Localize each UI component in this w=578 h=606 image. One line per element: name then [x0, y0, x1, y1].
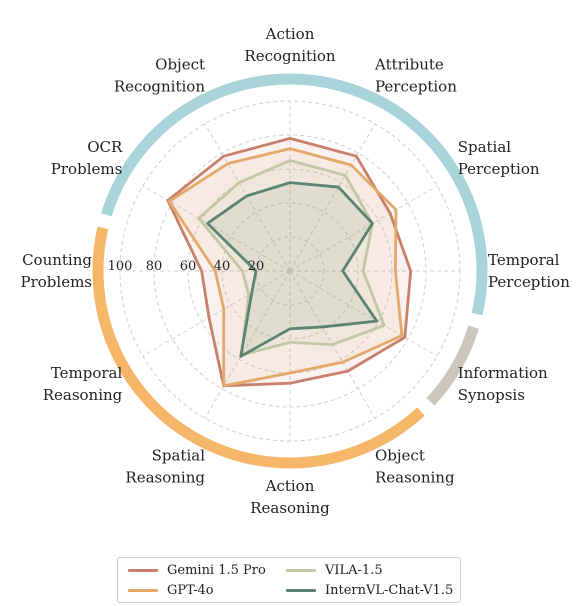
tick-label-20: 20	[248, 259, 265, 274]
legend-label: VILA-1.5	[325, 563, 383, 578]
category-bands	[92, 73, 488, 469]
series-line-3	[206, 181, 379, 358]
legend-item-series-1: GPT-4o	[128, 583, 214, 598]
tick-label-100: 100	[108, 259, 133, 274]
legend-swatch	[286, 569, 316, 572]
grid-spoke-7	[204, 270, 291, 419]
axis-label-6: Action Reasoning	[250, 477, 330, 517]
legend-item-series-0: Gemini 1.5 Pro	[128, 563, 266, 578]
axis-label-9: Counting Problems	[21, 251, 93, 291]
axis-label-line: Synopsis	[458, 386, 525, 404]
axis-label-line: Reasoning	[375, 469, 455, 487]
category-band-0	[101, 73, 488, 316]
axis-label-line: Recognition	[244, 47, 336, 65]
axis-label-line: Problems	[21, 273, 93, 291]
legend-swatch	[128, 569, 158, 572]
legend-label: InternVL-Chat-V1.5	[325, 583, 454, 598]
legend-item-series-3: InternVL-Chat-V1.5	[286, 583, 453, 598]
category-band-1	[426, 325, 479, 406]
series-line-0	[166, 136, 413, 388]
axis-label-line: Information	[458, 364, 548, 382]
series-fill-3	[207, 182, 377, 357]
grid-spoke-8	[142, 270, 291, 357]
tick-label-60: 60	[180, 259, 197, 274]
axis-label-line: Action	[265, 25, 315, 43]
axis-label-line: Temporal	[51, 364, 123, 382]
axis-label-line: Reasoning	[125, 469, 205, 487]
axis-label-4: Information Synopsis	[458, 364, 548, 404]
axis-label-line: Perception	[458, 160, 540, 178]
axis-label-2: Spatial Perception	[458, 138, 540, 178]
grid-ring-40	[221, 202, 359, 340]
legend-item-series-2: VILA-1.5	[286, 563, 383, 578]
axis-label-line: Perception	[375, 77, 457, 95]
axis-label-line: Temporal	[488, 251, 560, 269]
axis-label-11: Object Recognition	[114, 55, 206, 95]
axis-label-line: Spatial	[152, 447, 206, 465]
category-band-2	[92, 226, 425, 469]
axis-labels: Action Recognition Attribute PerceptionSpat…	[21, 25, 571, 517]
grid-spoke-11	[204, 123, 291, 272]
axis-label-line: Spatial	[458, 138, 512, 156]
axis-label-line: Problems	[51, 160, 123, 178]
axis-label-0: Action Recognition	[244, 25, 336, 65]
tick-label-80: 80	[146, 259, 163, 274]
axis-label-8: Temporal Reasoning	[43, 364, 123, 404]
axis-label-line: Perception	[488, 273, 570, 291]
axis-label-line: Object	[155, 55, 205, 73]
legend-swatch	[286, 589, 316, 592]
axis-label-10: OCR Problems	[51, 138, 123, 178]
legend-swatch	[128, 589, 158, 592]
axis-label-3: Temporal Perception	[488, 251, 570, 291]
axis-label-line: Counting	[22, 251, 92, 269]
axis-label-7: Spatial Reasoning	[125, 447, 205, 487]
axis-label-line: Recognition	[114, 77, 206, 95]
axis-label-line: Reasoning	[43, 386, 123, 404]
grid-spoke-4	[289, 270, 438, 357]
legend: Gemini 1.5 Pro GPT-4o VILA-1.5 InternVL-…	[117, 557, 461, 603]
axis-label-line: Action	[265, 477, 315, 495]
axis-label-line: OCR	[87, 138, 123, 156]
axis-label-line: Object	[375, 447, 425, 465]
axis-label-1: Attribute Perception	[374, 55, 457, 95]
axis-label-5: Object Reasoning	[375, 447, 455, 487]
series-line-1	[167, 147, 404, 388]
legend-label: Gemini 1.5 Pro	[167, 563, 266, 578]
tick-label-40: 40	[214, 259, 231, 274]
axis-label-line: Attribute	[374, 55, 444, 73]
grid-spoke-2	[289, 185, 438, 272]
grid-spoke-1	[289, 123, 376, 272]
series-lines	[166, 136, 413, 388]
legend-label: GPT-4o	[167, 583, 214, 598]
radial-tick-labels: 20 40 60 80 100	[108, 259, 265, 274]
series-fill-2	[198, 160, 385, 355]
axis-label-line: Reasoning	[250, 499, 330, 517]
